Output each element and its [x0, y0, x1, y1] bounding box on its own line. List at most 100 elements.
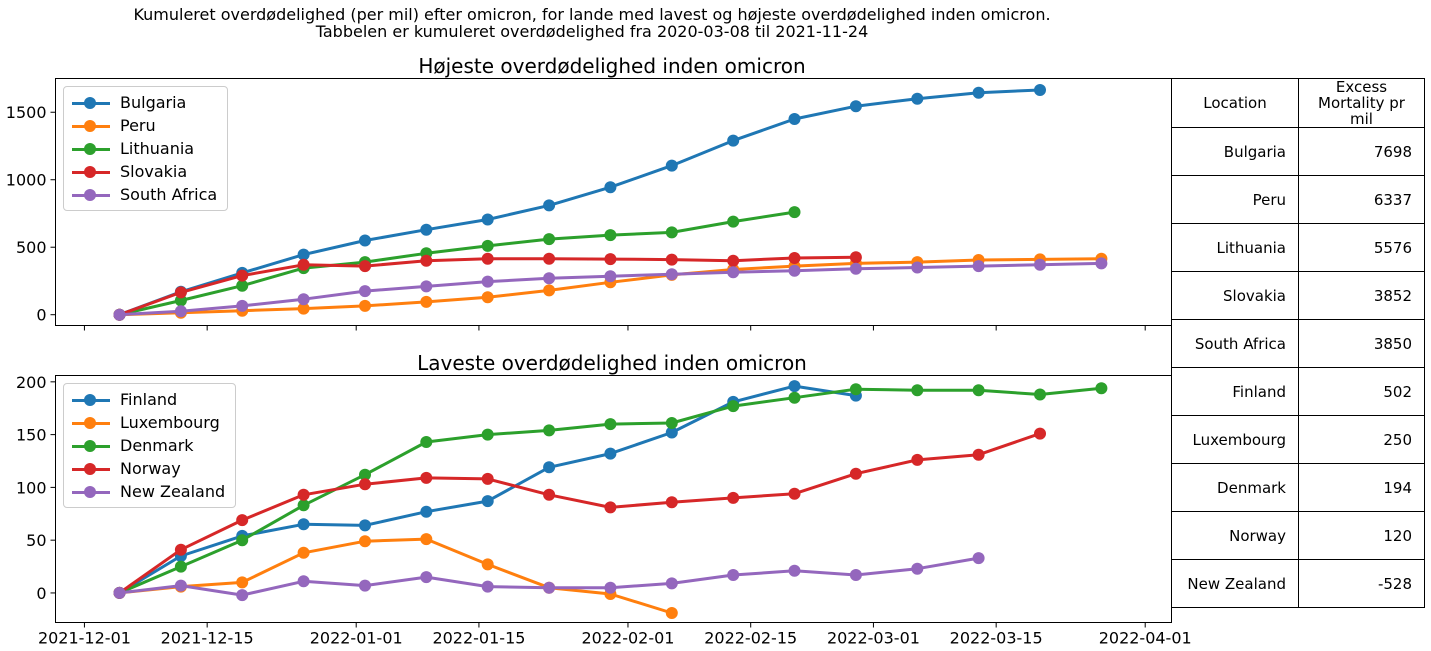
data-point	[543, 272, 556, 285]
table-header-location: Location	[1171, 78, 1299, 128]
data-point	[604, 581, 617, 594]
data-point	[604, 229, 617, 242]
data-point	[727, 400, 740, 413]
data-point	[788, 391, 801, 404]
top-legend: Bulgaria Peru Lithuania Slovakia South Afric…	[63, 86, 229, 211]
data-point	[359, 260, 371, 273]
data-point	[543, 488, 556, 501]
data-point	[849, 383, 862, 396]
data-point	[359, 478, 371, 491]
table-cell-value: 120	[1298, 511, 1425, 560]
top-panel-title: Højeste overdødelighed inden omicron	[418, 54, 805, 78]
table-cell-location: Norway	[1171, 511, 1299, 560]
data-point	[420, 571, 433, 584]
legend-item: Denmark	[70, 434, 225, 457]
table-row: Luxembourg 250	[1171, 415, 1425, 464]
x-tick-label: 2021-12-15	[161, 629, 254, 648]
data-point	[1034, 388, 1046, 401]
legend-label: Lithuania	[120, 139, 195, 158]
data-point	[543, 461, 556, 474]
y-tick-label: 1500	[6, 103, 47, 122]
data-point	[543, 233, 556, 246]
data-point	[788, 264, 801, 277]
legend-item: South Africa	[70, 183, 217, 206]
data-point	[604, 418, 617, 431]
data-point	[359, 579, 371, 592]
legend-label: Peru	[120, 116, 156, 135]
data-point	[543, 581, 556, 594]
table-cell-value: 3852	[1298, 271, 1425, 320]
data-point	[727, 491, 740, 504]
data-point	[359, 285, 371, 298]
data-point	[297, 293, 310, 306]
table-cell-location: Luxembourg	[1171, 415, 1299, 464]
legend-item: Peru	[70, 114, 217, 137]
data-point	[297, 546, 310, 559]
data-point	[911, 261, 924, 274]
table-cell-location: South Africa	[1171, 319, 1299, 368]
data-point	[481, 580, 494, 593]
data-point	[849, 467, 862, 480]
data-point	[174, 286, 187, 299]
data-point	[236, 589, 249, 602]
data-point	[297, 488, 310, 501]
data-point	[236, 514, 249, 527]
data-point	[236, 576, 249, 589]
data-point	[481, 428, 494, 441]
table-cell-location: New Zealand	[1171, 559, 1299, 608]
legend-label: Bulgaria	[120, 93, 187, 112]
legend-item: New Zealand	[70, 480, 225, 503]
y-tick-label: 0	[36, 306, 46, 325]
data-point	[236, 534, 249, 547]
data-point	[359, 299, 371, 312]
data-point	[420, 254, 433, 267]
table-header-excess-mortality: Excess Mortality pr mil	[1298, 78, 1425, 128]
excess-mortality-table: Location Excess Mortality pr mil Bulgari…	[1171, 78, 1425, 608]
data-point	[113, 308, 126, 321]
data-point	[174, 305, 187, 318]
data-point	[665, 496, 678, 509]
y-tick-label: 150	[16, 426, 47, 445]
data-point	[297, 248, 310, 261]
x-tick-label: 2022-03-15	[950, 629, 1043, 648]
data-point	[849, 251, 862, 264]
y-tick-label: 200	[16, 373, 47, 392]
legend-item: Finland	[70, 388, 225, 411]
data-point	[236, 299, 249, 312]
data-point	[420, 223, 433, 236]
y-tick-label: 0	[36, 584, 46, 603]
data-point	[1034, 427, 1046, 440]
legend-label: Luxembourg	[120, 413, 220, 432]
data-point	[1034, 84, 1046, 96]
series-line-norway	[118, 432, 1041, 595]
bottom-panel: Laveste overdødelighed inden omicron 0 50…	[16, 351, 1192, 648]
data-point	[911, 92, 924, 105]
legend-swatch	[70, 141, 112, 157]
data-point	[665, 417, 678, 429]
x-tick-label: 2022-04-01	[1099, 629, 1192, 648]
table-row: South Africa 3850	[1171, 319, 1425, 368]
data-point	[481, 252, 494, 265]
table-row: Finland 502	[1171, 367, 1425, 416]
data-point	[420, 295, 433, 308]
legend-label: Slovakia	[120, 162, 188, 181]
legend-item: Slovakia	[70, 160, 217, 183]
data-point	[297, 518, 310, 531]
data-point	[849, 100, 862, 113]
data-point	[665, 268, 678, 281]
legend-item: Bulgaria	[70, 91, 217, 114]
legend-label: Denmark	[120, 436, 194, 455]
data-point	[420, 280, 433, 293]
data-point	[543, 424, 556, 437]
table-row: Bulgaria 7698	[1171, 127, 1425, 176]
data-point	[359, 234, 371, 247]
x-tick-label: 2022-02-01	[581, 629, 674, 648]
table-cell-value: 194	[1298, 463, 1425, 512]
data-point	[1095, 382, 1108, 395]
legend-swatch	[70, 438, 112, 454]
legend-swatch	[70, 187, 112, 203]
data-point	[788, 252, 801, 264]
data-point	[727, 215, 740, 228]
data-point	[297, 499, 310, 512]
table-cell-location: Peru	[1171, 175, 1299, 224]
